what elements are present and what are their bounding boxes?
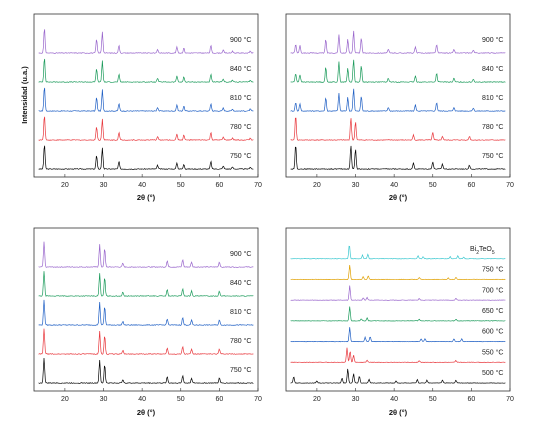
series-label: 750 °C <box>482 266 503 274</box>
xrd-trace <box>290 245 506 260</box>
traces <box>38 241 254 384</box>
x-axis-title: 2θ (°) <box>389 408 408 417</box>
plot-frame <box>285 227 511 392</box>
xrd-trace <box>38 116 254 141</box>
x-ticks: 20 30 40 50 60 70 <box>313 388 514 403</box>
series-label: 840 °C <box>230 65 251 73</box>
xrd-trace <box>290 327 506 343</box>
xrd-trace <box>290 145 506 170</box>
series-label: 900 °C <box>230 250 251 258</box>
x-tick-label: 50 <box>429 396 437 403</box>
panel-top-left: 20 30 40 50 60 70 750 °C 780 °C 810 °C 840 °C 900… <box>20 13 262 202</box>
x-tick-label: 30 <box>100 182 108 189</box>
x-tick-label: 40 <box>138 182 146 189</box>
xrd-trace <box>38 87 254 112</box>
x-tick-label: 20 <box>313 182 321 189</box>
series-label: 810 °C <box>230 94 251 102</box>
series-label: 840 °C <box>230 279 251 287</box>
series-label: 900 °C <box>482 36 503 44</box>
x-tick-label: 70 <box>254 396 262 403</box>
series-label: 810 °C <box>482 94 503 102</box>
panel-top-right: 20 30 40 50 60 70 750 °C 780 °C 810 °C 840 °C 900… <box>285 13 514 202</box>
xrd-trace <box>38 271 254 297</box>
x-ticks: 20 30 40 50 60 70 <box>61 174 262 189</box>
x-tick-label: 40 <box>390 182 398 189</box>
x-tick-label: 40 <box>138 396 146 403</box>
y-axis-title: Intensidad (u.a.) <box>20 66 29 124</box>
series-label: 500 °C <box>482 369 503 377</box>
x-tick-label: 70 <box>506 396 514 403</box>
plot-frame <box>33 227 259 392</box>
series-label: Bi2TeO5 <box>470 246 495 256</box>
x-tick-label: 20 <box>61 396 69 403</box>
x-tick-label: 20 <box>61 182 69 189</box>
series-label: 780 °C <box>230 123 251 131</box>
x-tick-label: 60 <box>215 182 223 189</box>
xrd-trace <box>290 59 506 83</box>
x-tick-label: 60 <box>215 396 223 403</box>
panel-bottom-left: 20 30 40 50 60 70 750 °C 780 °C 810 °C 840 °C 900… <box>33 227 262 417</box>
traces <box>38 29 254 170</box>
x-tick-label: 30 <box>352 396 360 403</box>
series-label: 810 °C <box>230 308 251 316</box>
x-axis-title: 2θ (°) <box>137 408 156 417</box>
x-tick-label: 30 <box>100 396 108 403</box>
x-ticks: 20 30 40 50 60 70 <box>313 174 514 189</box>
series-labels: 750 °C 780 °C 810 °C 840 °C 900 °C <box>482 36 503 160</box>
xrd-trace <box>290 285 506 301</box>
x-tick-label: 20 <box>313 396 321 403</box>
x-tick-label: 30 <box>352 182 360 189</box>
series-label: 780 °C <box>230 337 251 345</box>
series-labels: 750 °C 780 °C 810 °C 840 °C 900 °C <box>230 250 251 374</box>
xrd-trace <box>290 30 506 54</box>
x-axis-title: 2θ (°) <box>137 193 156 202</box>
xrd-trace <box>290 347 506 363</box>
xrd-trace <box>38 58 254 83</box>
xrd-trace <box>290 368 506 384</box>
panel-bottom-right: 20 30 40 50 60 70 500 °C 550 °C 600 °C 650 °C 700… <box>285 227 514 417</box>
traces <box>290 30 506 170</box>
xrd-trace <box>38 328 254 355</box>
xrd-trace <box>290 117 506 141</box>
series-label: 780 °C <box>482 123 503 131</box>
xrd-trace <box>38 358 254 384</box>
plot-frame <box>33 13 259 178</box>
series-label: 550 °C <box>482 348 503 356</box>
x-tick-label: 50 <box>177 182 185 189</box>
x-tick-label: 50 <box>177 396 185 403</box>
xrd-trace <box>38 241 254 268</box>
x-ticks: 20 30 40 50 60 70 <box>61 388 262 403</box>
series-label: 600 °C <box>482 328 503 336</box>
x-tick-label: 60 <box>467 396 475 403</box>
plot-frame <box>285 13 511 178</box>
xrd-trace <box>290 306 506 322</box>
xrd-trace <box>290 88 506 112</box>
series-label: 700 °C <box>482 286 503 294</box>
x-tick-label: 50 <box>429 182 437 189</box>
series-label: 750 °C <box>482 152 503 160</box>
x-tick-label: 70 <box>506 182 514 189</box>
x-tick-label: 70 <box>254 182 262 189</box>
xrd-trace <box>38 145 254 170</box>
series-label: 840 °C <box>482 65 503 73</box>
series-label: 750 °C <box>230 366 251 374</box>
series-labels: 750 °C 780 °C 810 °C 840 °C 900 °C <box>230 36 251 160</box>
series-labels: 500 °C 550 °C 600 °C 650 °C 700 °C 750 °C Bi2T… <box>470 246 503 377</box>
series-label: 750 °C <box>230 152 251 160</box>
x-axis-title: 2θ (°) <box>389 193 408 202</box>
series-label: 650 °C <box>482 307 503 315</box>
traces <box>290 245 506 384</box>
series-label: 900 °C <box>230 36 251 44</box>
xrd-trace <box>290 264 506 281</box>
x-tick-label: 60 <box>467 182 475 189</box>
x-tick-label: 40 <box>390 396 398 403</box>
xrd-trace <box>38 29 254 54</box>
xrd-trace <box>38 299 254 326</box>
